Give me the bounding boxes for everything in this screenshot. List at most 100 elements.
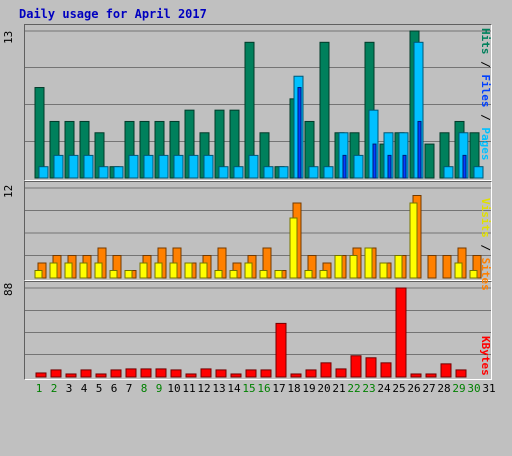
bar-files-day-15 [248,154,259,179]
bar-visits-day-24 [379,262,388,279]
bar-pages-day-21 [342,154,347,179]
x-tick-day-1: 1 [35,382,43,395]
bar-visits-day-18 [289,217,298,279]
bar-visits-day-23 [364,247,373,279]
bar-hits-day-27 [424,143,435,179]
bar-pages-day-25 [402,154,407,179]
bar-visits-day-30 [469,270,478,279]
bar-sites-day-28 [442,255,452,279]
bar-visits-day-9 [154,262,163,279]
bar-files-day-2 [53,154,64,179]
bar-visits-day-22 [349,255,358,279]
legend-middle: Visits / Sites [479,198,492,318]
bar-kbytes-day-24 [380,362,392,378]
bar-kbytes-day-1 [35,372,47,378]
bar-kbytes-day-14 [230,373,242,378]
x-tick-day-9: 9 [155,382,163,395]
x-tick-day-26: 26 [407,382,421,395]
bar-kbytes-day-2 [50,369,62,378]
bar-files-day-28 [443,166,454,179]
bar-files-day-4 [83,154,94,179]
bar-pages-day-24 [387,154,392,179]
bar-kbytes-day-18 [290,373,302,378]
bar-kbytes-day-29 [455,369,467,378]
bar-files-day-22 [353,154,364,179]
legend-kbytes: KBytes [479,336,492,376]
bar-kbytes-day-5 [95,373,107,378]
bar-kbytes-day-8 [140,368,152,378]
x-tick-day-24: 24 [377,382,391,395]
x-tick-day-7: 7 [125,382,133,395]
bar-files-day-16 [263,166,274,179]
bar-visits-day-13 [214,270,223,279]
bar-files-day-14 [233,166,244,179]
bar-kbytes-day-6 [110,369,122,378]
bar-pages-day-23 [372,143,377,179]
visits-sites-plot [25,187,491,279]
bar-visits-day-26 [409,202,418,279]
x-tick-day-14: 14 [227,382,241,395]
chart-title: Daily usage for April 2017 [19,7,207,21]
bar-visits-day-10 [169,262,178,279]
bar-visits-day-16 [259,270,268,279]
legend-sites: Sites [479,257,492,291]
x-tick-day-8: 8 [140,382,148,395]
y-max-bottom: 88 [2,282,15,296]
hits-files-pages-plot [25,30,491,179]
x-tick-day-6: 6 [110,382,118,395]
kbytes-panel [24,281,492,380]
x-tick-day-22: 22 [347,382,361,395]
legend-files: Files [479,74,492,108]
bar-kbytes-day-10 [170,369,182,378]
bar-files-day-20 [323,166,334,179]
legend-pages: Pages [479,127,492,161]
bar-files-day-10 [173,154,184,179]
x-tick-day-15: 15 [242,382,256,395]
legend-visits: Visits [479,198,492,238]
bar-files-day-3 [68,154,79,179]
bar-visits-day-6 [109,270,118,279]
bar-kbytes-day-25 [395,287,407,378]
bar-visits-day-20 [319,270,328,279]
bar-kbytes-day-28 [440,363,452,378]
y-max-middle: 12 [2,184,15,198]
kbytes-plot [25,287,491,378]
bar-sites-day-27 [427,255,437,279]
x-tick-day-3: 3 [65,382,73,395]
legend-top: Hits / Files / Pages [479,28,492,161]
chart-frame: Daily usage for April 2017 1 3 12 88 Hits… [2,7,496,396]
bar-files-day-7 [128,154,139,179]
bar-files-day-11 [188,154,199,179]
x-tick-day-18: 18 [287,382,301,395]
bar-visits-day-2 [49,262,58,279]
x-tick-day-10: 10 [167,382,181,395]
bar-files-day-5 [98,166,109,179]
bar-visits-day-8 [139,262,148,279]
legend-sep-1: / [479,54,492,75]
bar-hits-day-20 [319,41,330,179]
visits-sites-panel [24,181,492,281]
bar-visits-day-19 [304,270,313,279]
bar-files-day-30 [473,166,484,179]
x-axis-labels: 1 2 3 4 5 6 7 8 9 10 11 12 13 14 15 16 17 18 19 20 21 22 23 24 2… [24,382,496,396]
legend-sep-2: / [479,107,492,128]
bar-visits-day-29 [454,262,463,279]
x-tick-day-31: 31 [482,382,496,395]
bar-files-day-8 [143,154,154,179]
x-tick-day-2: 2 [50,382,58,395]
x-tick-day-21: 21 [332,382,346,395]
bar-files-day-17 [278,166,289,179]
bar-kbytes-day-9 [155,368,167,378]
bar-files-day-13 [218,166,229,179]
bar-files-day-12 [203,154,214,179]
bar-hits-day-1 [34,87,45,179]
bar-kbytes-day-3 [65,373,77,378]
bar-kbytes-day-16 [260,369,272,378]
x-tick-day-29: 29 [452,382,466,395]
hits-files-pages-panel [24,24,492,181]
bar-visits-day-15 [244,262,253,279]
x-tick-day-5: 5 [95,382,103,395]
bar-visits-day-12 [199,262,208,279]
bar-kbytes-day-11 [185,373,197,378]
bar-visits-day-4 [79,262,88,279]
